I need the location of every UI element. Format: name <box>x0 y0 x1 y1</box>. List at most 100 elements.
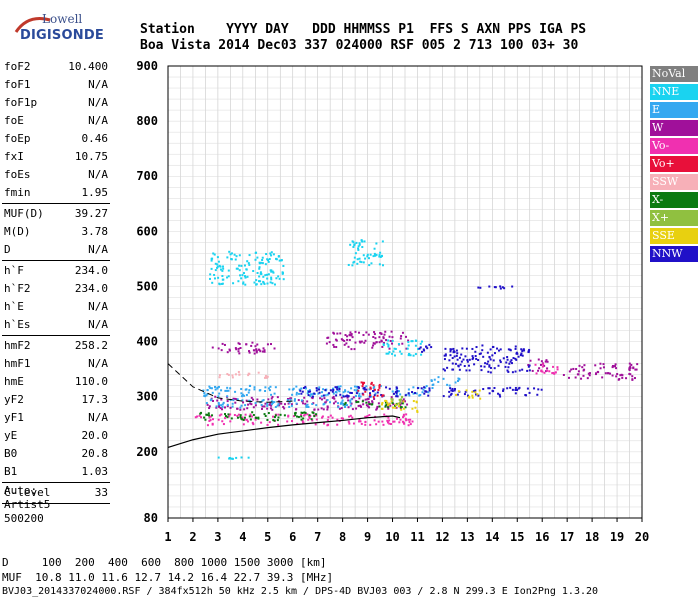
data-point <box>209 277 212 280</box>
data-point <box>419 342 422 345</box>
data-point <box>311 402 314 405</box>
data-point <box>250 396 253 399</box>
data-point <box>407 424 410 427</box>
data-point <box>388 335 391 338</box>
data-point <box>226 403 229 406</box>
data-point <box>527 365 530 368</box>
data-point <box>446 366 449 369</box>
data-point <box>255 349 258 352</box>
data-point <box>269 402 272 405</box>
data-point <box>422 348 425 351</box>
data-point <box>528 348 531 351</box>
data-point <box>521 350 524 353</box>
data-point <box>265 376 268 379</box>
data-point <box>358 418 361 421</box>
data-point <box>235 255 238 258</box>
data-point <box>240 456 243 459</box>
x-tick-label: 2 <box>189 530 196 544</box>
data-point <box>506 358 509 361</box>
data-point <box>491 354 494 357</box>
data-point <box>275 277 278 280</box>
data-point <box>404 417 407 420</box>
data-point <box>306 413 309 416</box>
data-point <box>206 424 209 427</box>
data-point <box>288 388 291 391</box>
data-point <box>247 403 250 406</box>
data-point <box>455 393 458 396</box>
data-point <box>367 257 370 260</box>
plot-frame <box>167 65 643 519</box>
data-point <box>460 360 463 363</box>
data-point <box>221 420 224 423</box>
data-point <box>217 418 220 421</box>
data-point <box>243 264 246 267</box>
polarization-legend: NoVal NNE E W Vo- Vo+ SSW X- X+ SSE NNW <box>650 66 698 264</box>
data-point <box>574 376 577 379</box>
data-point <box>211 346 214 349</box>
data-point <box>262 399 265 402</box>
data-point <box>248 350 251 353</box>
data-point <box>541 370 544 373</box>
data-point <box>247 391 250 394</box>
data-point <box>388 403 391 406</box>
data-point <box>358 392 361 395</box>
data-point <box>476 393 479 396</box>
data-point <box>203 416 206 419</box>
data-point <box>474 350 477 353</box>
data-point <box>398 421 401 424</box>
data-point <box>347 395 350 398</box>
data-point <box>471 347 474 350</box>
data-point <box>268 421 271 424</box>
data-point <box>235 398 238 401</box>
data-point <box>377 388 380 391</box>
data-point <box>257 371 260 374</box>
data-point <box>233 414 236 417</box>
x-tick-label: 19 <box>610 530 624 544</box>
data-point <box>443 369 446 372</box>
data-point <box>541 365 544 368</box>
data-point <box>337 386 340 389</box>
data-point <box>264 402 267 405</box>
data-point <box>240 264 243 267</box>
data-point <box>497 392 500 395</box>
data-point <box>361 400 364 403</box>
data-point <box>396 403 399 406</box>
divider <box>2 203 110 204</box>
param-mufd: MUF(D) 39.27 <box>4 207 108 220</box>
data-point <box>418 394 421 397</box>
data-point <box>493 367 496 370</box>
data-point <box>451 362 454 365</box>
data-point <box>345 342 348 345</box>
data-point <box>256 343 259 346</box>
data-point <box>392 403 395 406</box>
data-point <box>307 418 310 421</box>
data-point <box>294 414 297 417</box>
data-point <box>389 404 392 407</box>
data-point <box>411 407 414 410</box>
data-point <box>632 366 635 369</box>
data-point <box>572 367 575 370</box>
data-point <box>483 365 486 368</box>
data-point <box>349 399 352 402</box>
data-point <box>544 360 547 363</box>
data-point <box>423 386 426 389</box>
data-point <box>540 388 543 391</box>
data-point <box>254 345 257 348</box>
data-point <box>221 282 224 285</box>
data-point <box>310 418 313 421</box>
data-point <box>365 401 368 404</box>
data-point <box>321 415 324 418</box>
data-point <box>241 418 244 421</box>
data-point <box>452 350 455 353</box>
data-point <box>236 267 239 270</box>
data-point <box>351 336 354 339</box>
data-point <box>357 245 360 248</box>
data-point <box>373 342 376 345</box>
data-point <box>399 403 402 406</box>
data-point <box>261 262 264 265</box>
data-point <box>516 388 519 391</box>
data-point <box>266 418 269 421</box>
data-point <box>499 285 502 288</box>
data-point <box>229 420 232 423</box>
data-point <box>224 413 227 416</box>
